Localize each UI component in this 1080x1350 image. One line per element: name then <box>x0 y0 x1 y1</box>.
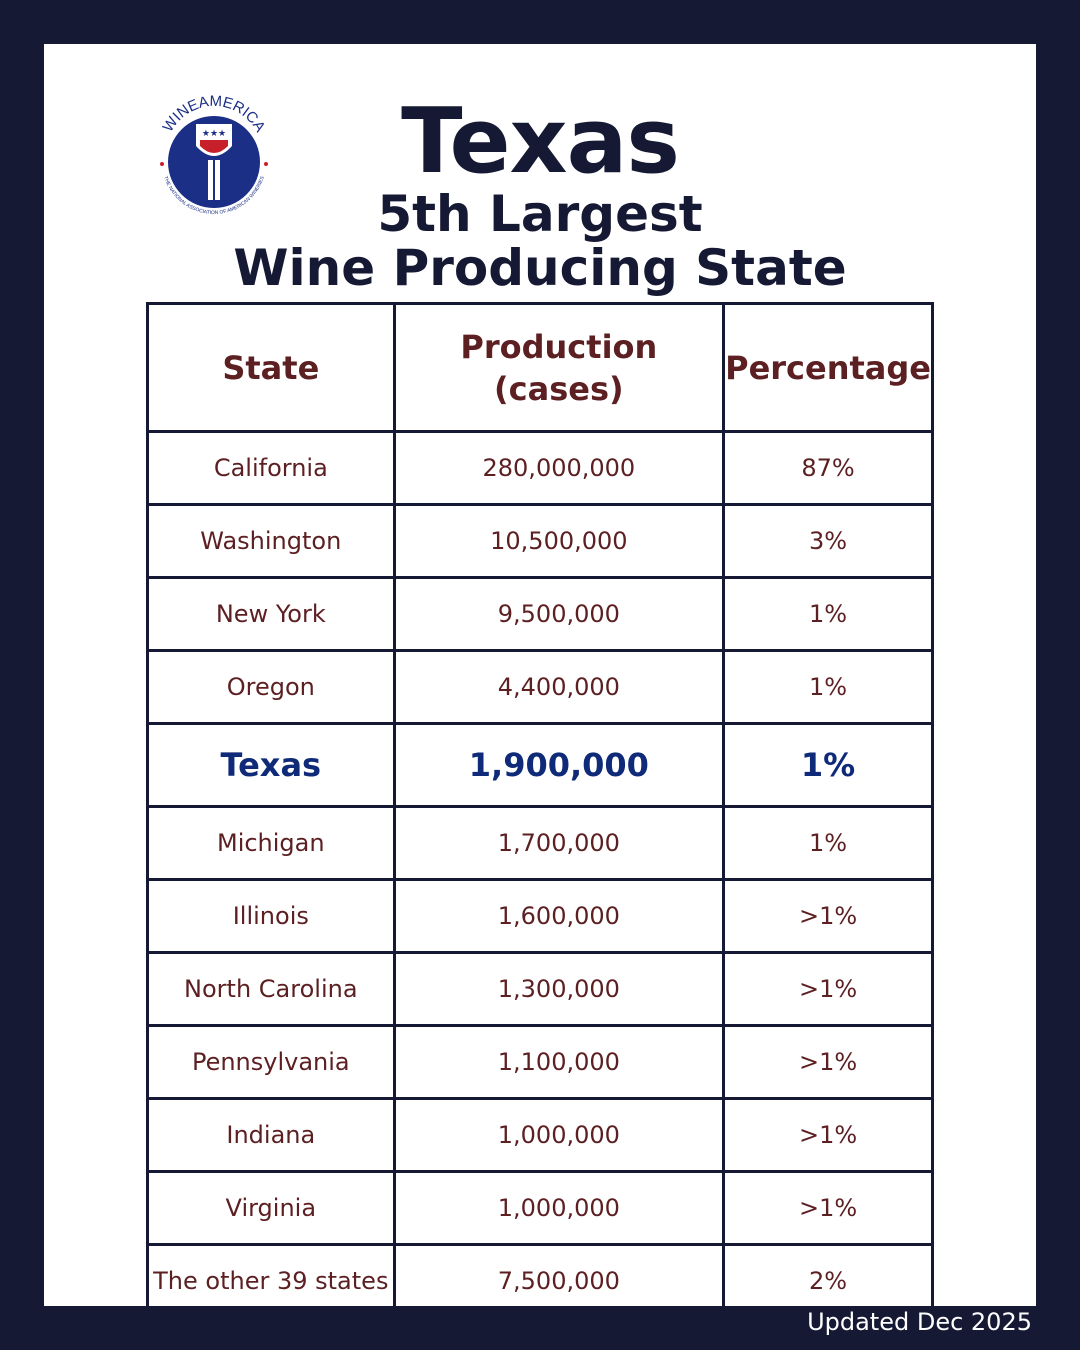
cell-state: North Carolina <box>146 951 396 1027</box>
table-row: Texas 1,900,000 1% <box>146 722 934 808</box>
cell-production: 4,400,000 <box>392 649 726 725</box>
table-row: New York 9,500,000 1% <box>146 576 934 652</box>
cell-percentage: 87% <box>722 430 934 506</box>
cell-production: 7,500,000 <box>392 1243 726 1306</box>
cell-percentage: >1% <box>722 1097 934 1173</box>
cell-state: Indiana <box>146 1097 396 1173</box>
table-row: Indiana 1,000,000 >1% <box>146 1097 934 1173</box>
table-row: The other 39 states 7,500,000 2% <box>146 1243 934 1306</box>
cell-state: Virginia <box>146 1170 396 1246</box>
cell-percentage: >1% <box>722 1170 934 1246</box>
subtitle-line-1: 5th Largest <box>377 185 703 243</box>
cell-production: 1,600,000 <box>392 878 726 954</box>
cell-state: Oregon <box>146 649 396 725</box>
header-percentage: Percentage <box>722 302 934 433</box>
table-row: California 280,000,000 87% <box>146 430 934 506</box>
cell-state: Pennsylvania <box>146 1024 396 1100</box>
cell-state: Texas <box>146 722 396 808</box>
header-state: State <box>146 302 396 433</box>
updated-date: Updated Dec 2025 <box>807 1308 1032 1336</box>
page-title: Texas <box>401 89 680 194</box>
cell-state: California <box>146 430 396 506</box>
cell-state: Michigan <box>146 805 396 881</box>
cell-percentage: 1% <box>722 722 934 808</box>
cell-production: 1,000,000 <box>392 1097 726 1173</box>
subtitle-line-2: Wine Producing State <box>233 239 847 297</box>
cell-percentage: >1% <box>722 878 934 954</box>
table-row: Virginia 1,000,000 >1% <box>146 1170 934 1246</box>
cell-percentage: 1% <box>722 576 934 652</box>
cell-production: 9,500,000 <box>392 576 726 652</box>
table-row: North Carolina 1,300,000 >1% <box>146 951 934 1027</box>
cell-state: New York <box>146 576 396 652</box>
infographic-card: WINEAMERICA THE NATIONAL ASSOCIATION OF … <box>44 44 1036 1306</box>
cell-production: 10,500,000 <box>392 503 726 579</box>
cell-production: 1,100,000 <box>392 1024 726 1100</box>
wineamerica-logo: WINEAMERICA THE NATIONAL ASSOCIATION OF … <box>160 93 269 216</box>
svg-text:★★★: ★★★ <box>202 129 226 139</box>
cell-percentage: >1% <box>722 1024 934 1100</box>
cell-production: 280,000,000 <box>392 430 726 506</box>
cell-production: 1,300,000 <box>392 951 726 1027</box>
cell-percentage: 1% <box>722 805 934 881</box>
cell-state: Illinois <box>146 878 396 954</box>
cell-percentage: 3% <box>722 503 934 579</box>
cell-state: The other 39 states <box>146 1243 396 1306</box>
table-row: Michigan 1,700,000 1% <box>146 805 934 881</box>
cell-state: Washington <box>146 503 396 579</box>
table-row: Pennsylvania 1,100,000 >1% <box>146 1024 934 1100</box>
cell-production: 1,700,000 <box>392 805 726 881</box>
cell-production: 1,000,000 <box>392 1170 726 1246</box>
cell-production: 1,900,000 <box>392 722 726 808</box>
wine-production-table: State Production (cases) Percentage Cali… <box>146 302 934 1306</box>
table-row: Illinois 1,600,000 >1% <box>146 878 934 954</box>
table-row: Oregon 4,400,000 1% <box>146 649 934 725</box>
header-production: Production (cases) <box>392 302 726 433</box>
cell-percentage: 1% <box>722 649 934 725</box>
cell-percentage: >1% <box>722 951 934 1027</box>
table-row: Washington 10,500,000 3% <box>146 503 934 579</box>
cell-percentage: 2% <box>722 1243 934 1306</box>
